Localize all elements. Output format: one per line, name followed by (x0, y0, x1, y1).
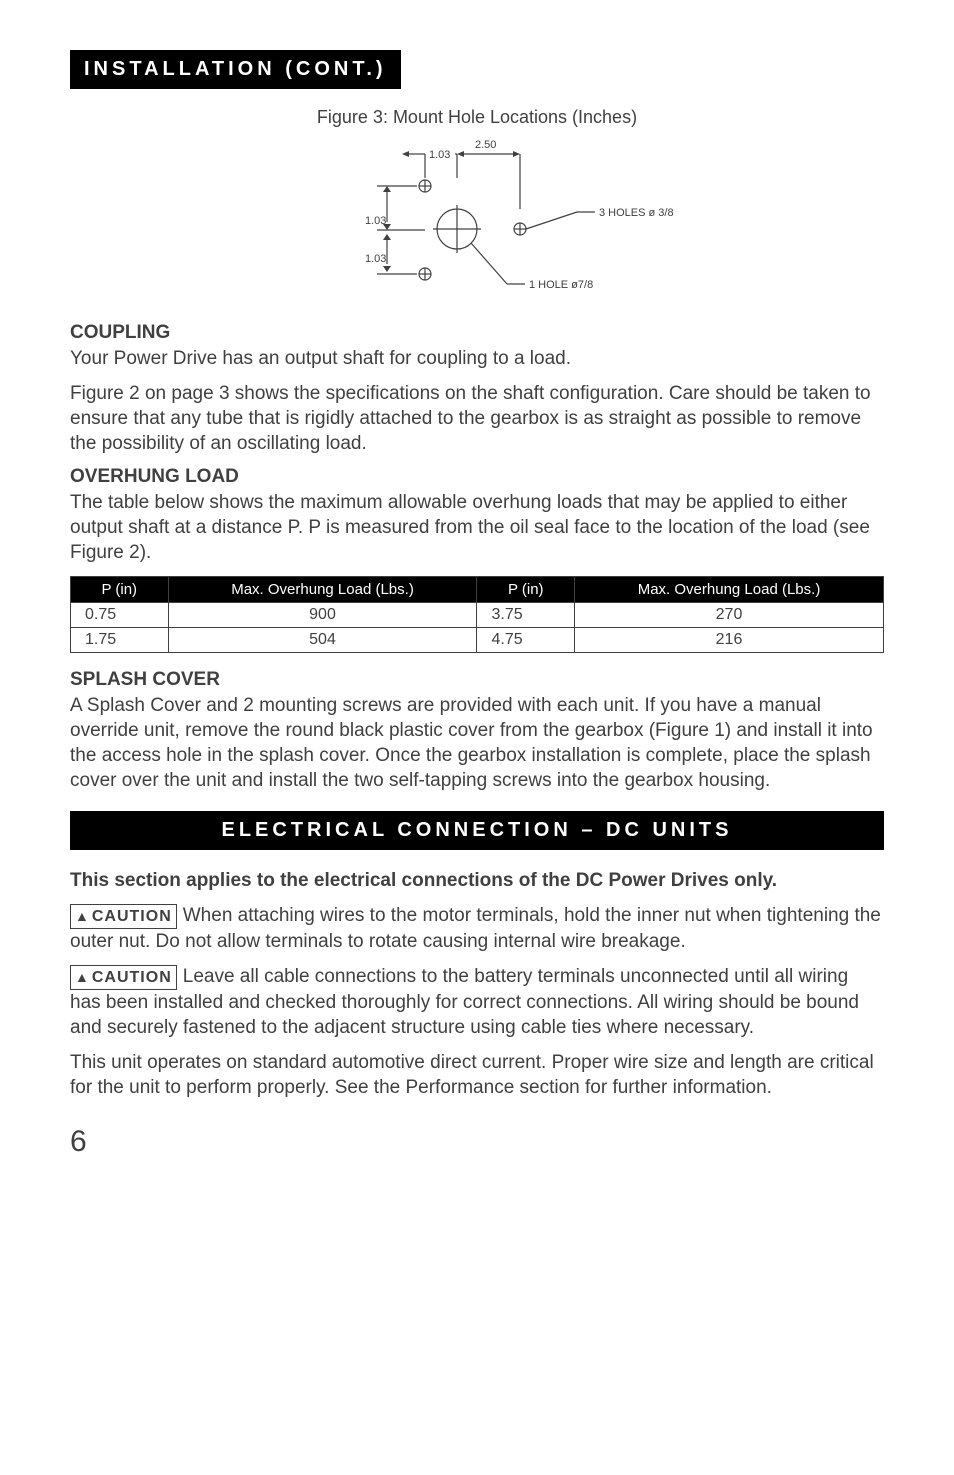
coupling-p1: Your Power Drive has an output shaft for… (70, 346, 884, 371)
coupling-p2: Figure 2 on page 3 shows the specificati… (70, 381, 884, 456)
caution-label-1: CAUTION (92, 908, 172, 925)
fig3-label-three-holes: 3 HOLES ø 3/8 (599, 207, 674, 219)
overhung-r0c3: 270 (575, 602, 884, 627)
caution-badge-1: ▲CAUTION (70, 904, 177, 929)
fig3-dim-s2: 1.03 (365, 253, 386, 265)
fig3-label-one-hole: 1 HOLE ø7/8 (529, 279, 593, 291)
warning-triangle-icon: ▲ (75, 968, 90, 986)
table-row: 0.75 900 3.75 270 (71, 602, 884, 627)
overhung-table: P (in) Max. Overhung Load (Lbs.) P (in) … (70, 576, 884, 653)
banner-install-text: INSTALLATION (CONT.) (84, 58, 387, 80)
overhung-r1c0: 1.75 (71, 627, 169, 652)
page-number: 6 (70, 1125, 884, 1159)
elec-applies: This section applies to the electrical c… (70, 868, 884, 893)
overhung-col-1: Max. Overhung Load (Lbs.) (168, 576, 477, 602)
fig3-dim-d2: 2.50 (475, 139, 496, 151)
section-banner-installation: INSTALLATION (CONT.) (70, 50, 401, 89)
overhung-col-0: P (in) (71, 576, 169, 602)
banner-elec-text: ELECTRICAL CONNECTION – DC UNITS (222, 819, 733, 841)
section-banner-electrical: ELECTRICAL CONNECTION – DC UNITS (70, 811, 884, 850)
elec-p3: This unit operates on standard automotiv… (70, 1050, 884, 1100)
heading-splash: SPLASH COVER (70, 669, 884, 691)
caution-label-2: CAUTION (92, 969, 172, 986)
figure-3-caption: Figure 3: Mount Hole Locations (Inches) (70, 107, 884, 128)
table-row: 1.75 504 4.75 216 (71, 627, 884, 652)
heading-overhung: OVERHUNG LOAD (70, 466, 884, 488)
overhung-col-3: Max. Overhung Load (Lbs.) (575, 576, 884, 602)
overhung-col-2: P (in) (477, 576, 575, 602)
elec-c1-text: When attaching wires to the motor termin… (70, 905, 881, 952)
splash-p: A Splash Cover and 2 mounting screws are… (70, 693, 884, 793)
overhung-r0c2: 3.75 (477, 602, 575, 627)
caution-badge-2: ▲CAUTION (70, 965, 177, 990)
overhung-r0c1: 900 (168, 602, 477, 627)
elec-c2-text: Leave all cable connections to the batte… (70, 966, 859, 1038)
fig3-dim-d1: 1.03 (429, 149, 450, 161)
overhung-r1c3: 216 (575, 627, 884, 652)
elec-caution-1: ▲CAUTIONWhen attaching wires to the moto… (70, 903, 884, 954)
overhung-intro: The table below shows the maximum allowa… (70, 490, 884, 565)
overhung-r1c1: 504 (168, 627, 477, 652)
fig3-dim-s1: 1.03 (365, 215, 386, 227)
overhung-r1c2: 4.75 (477, 627, 575, 652)
warning-triangle-icon: ▲ (75, 907, 90, 925)
elec-caution-2: ▲CAUTIONLeave all cable connections to t… (70, 964, 884, 1040)
heading-coupling: COUPLING (70, 322, 884, 344)
overhung-r0c0: 0.75 (71, 602, 169, 627)
figure-3-svg: 1.03 2.50 (257, 134, 697, 314)
